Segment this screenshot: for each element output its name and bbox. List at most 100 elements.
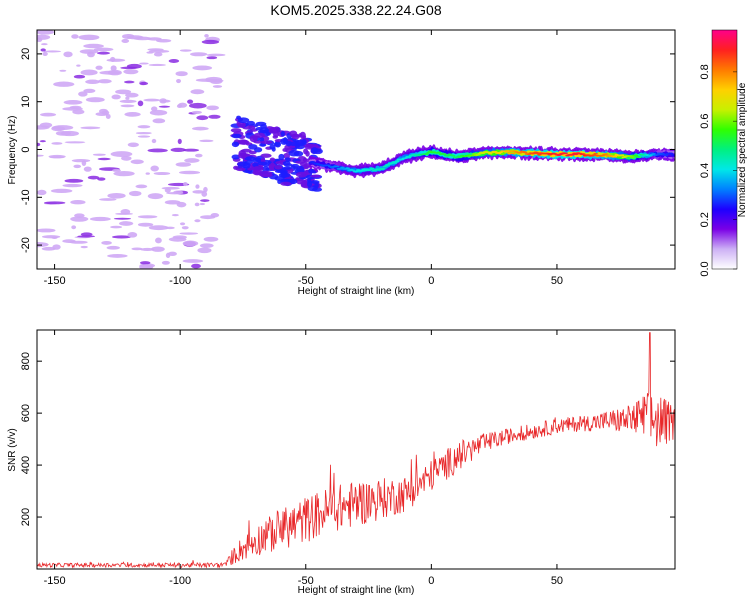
- noise-blob: [37, 241, 49, 248]
- ridge-cell: [454, 156, 459, 159]
- noise-blob: [62, 239, 76, 243]
- noise-blob: [79, 49, 99, 54]
- spectrogram-y-tick-label-1: -10: [20, 189, 32, 205]
- ridge-cell: [451, 154, 456, 157]
- ridge-scatter: [261, 173, 273, 178]
- noise-blob: [150, 165, 159, 172]
- noise-blob: [168, 251, 177, 256]
- ridge-cell: [505, 150, 510, 153]
- noise-blob: [101, 110, 110, 116]
- ridge-scatter: [305, 150, 310, 157]
- noise-blob: [152, 118, 166, 124]
- ridge-scatter: [295, 171, 308, 178]
- snr-x-tick-label-1: -100: [169, 575, 191, 587]
- noise-blob: [83, 166, 92, 172]
- noise-blob: [63, 100, 83, 105]
- ridge-scatter: [275, 161, 284, 165]
- noise-blob: [42, 51, 48, 56]
- noise-blob: [97, 157, 111, 161]
- ridge-scatter: [280, 181, 292, 186]
- noise-blob: [107, 192, 126, 199]
- noise-blob: [199, 202, 205, 206]
- colorbar-tick-label-0: 0.0: [699, 261, 711, 276]
- noise-blob: [44, 201, 66, 205]
- noise-blob: [93, 47, 114, 52]
- noise-blob: [40, 48, 46, 52]
- ridge-scatter: [296, 165, 305, 173]
- noise-blob: [139, 261, 151, 265]
- ridge-cell: [619, 154, 625, 157]
- spectrogram-y-tick-label-2: 0: [20, 146, 32, 152]
- noise-blob: [106, 58, 126, 62]
- noise-blob: [195, 184, 200, 189]
- spectrogram-x-tick-label-2: -50: [298, 275, 314, 287]
- ridge-scatter: [231, 154, 240, 160]
- noise-blob: [85, 97, 105, 103]
- noise-blob: [200, 215, 216, 220]
- ridge-scatter: [273, 126, 280, 134]
- noise-blob: [51, 125, 74, 131]
- ridge-cell: [630, 156, 635, 159]
- noise-blob: [78, 34, 100, 41]
- noise-blob: [182, 240, 199, 247]
- ridge-scatter: [271, 146, 276, 152]
- spectrogram-y-ticks: -20 -10 0 10 20: [20, 48, 675, 253]
- noise-blob: [131, 247, 143, 251]
- noise-blob: [150, 246, 165, 252]
- noise-blob: [37, 228, 56, 233]
- noise-blob: [74, 213, 85, 218]
- noise-blob: [121, 38, 130, 43]
- noise-blob: [112, 235, 132, 239]
- noise-blob: [190, 52, 208, 57]
- noise-blob: [178, 170, 201, 175]
- ridge-scatter: [257, 161, 268, 166]
- ridge-scatter: [308, 168, 315, 174]
- noise-blob: [161, 186, 180, 190]
- ridge-scatter: [274, 165, 283, 170]
- spectrogram-y-tick-label-3: 10: [20, 96, 32, 108]
- noise-blob: [137, 100, 144, 107]
- ridge-cell: [591, 154, 597, 156]
- noise-blob: [128, 190, 142, 197]
- ridge-scatter: [244, 156, 257, 161]
- noise-blob: [148, 49, 170, 53]
- noise-blob: [92, 153, 106, 156]
- spectrogram-x-axis-label: Height of straight line (km): [298, 286, 415, 297]
- ridge-scatter: [298, 133, 303, 138]
- noise-blob: [80, 69, 98, 76]
- ridge-scatter: [274, 176, 285, 181]
- colorbar-tick-label-4: 0.8: [699, 64, 711, 79]
- ridge-scatter: [262, 166, 270, 173]
- spectrogram-x-tick-label-1: -100: [169, 275, 191, 287]
- noise-blob: [39, 140, 46, 143]
- spectrogram-noise-blobs: [37, 30, 226, 269]
- noise-blob: [115, 89, 132, 95]
- noise-blob: [184, 158, 200, 163]
- noise-blob: [83, 43, 104, 49]
- ridge-cell: [563, 152, 568, 154]
- ridge-scatter: [291, 163, 299, 168]
- ridge-scatter: [307, 180, 313, 188]
- ridge-cell: [535, 152, 540, 155]
- noise-blob: [191, 110, 202, 114]
- noise-blob: [133, 36, 152, 41]
- noise-blob: [50, 188, 73, 194]
- noise-blob: [199, 243, 214, 248]
- colorbar-tick-label-3: 0.6: [699, 114, 711, 129]
- ridge-scatter: [310, 174, 322, 178]
- noise-blob: [139, 62, 149, 65]
- ridge-cell: [669, 152, 674, 155]
- noise-blob: [62, 183, 83, 188]
- snr-line: [37, 332, 675, 569]
- ridge-scatter: [237, 152, 248, 159]
- noise-blob: [49, 156, 65, 159]
- ridge-cell: [581, 153, 586, 155]
- snr-panel: -150 -100 -50 0 50 200 400 600 800 Height of st…: [7, 329, 676, 596]
- ridge-cell: [370, 167, 375, 170]
- noise-blob: [137, 222, 154, 227]
- noise-blob: [105, 113, 111, 119]
- ridge-cell: [436, 151, 442, 154]
- colorbar-label: Normalized spectral amplitude: [737, 82, 748, 217]
- ridge-cell: [507, 152, 512, 155]
